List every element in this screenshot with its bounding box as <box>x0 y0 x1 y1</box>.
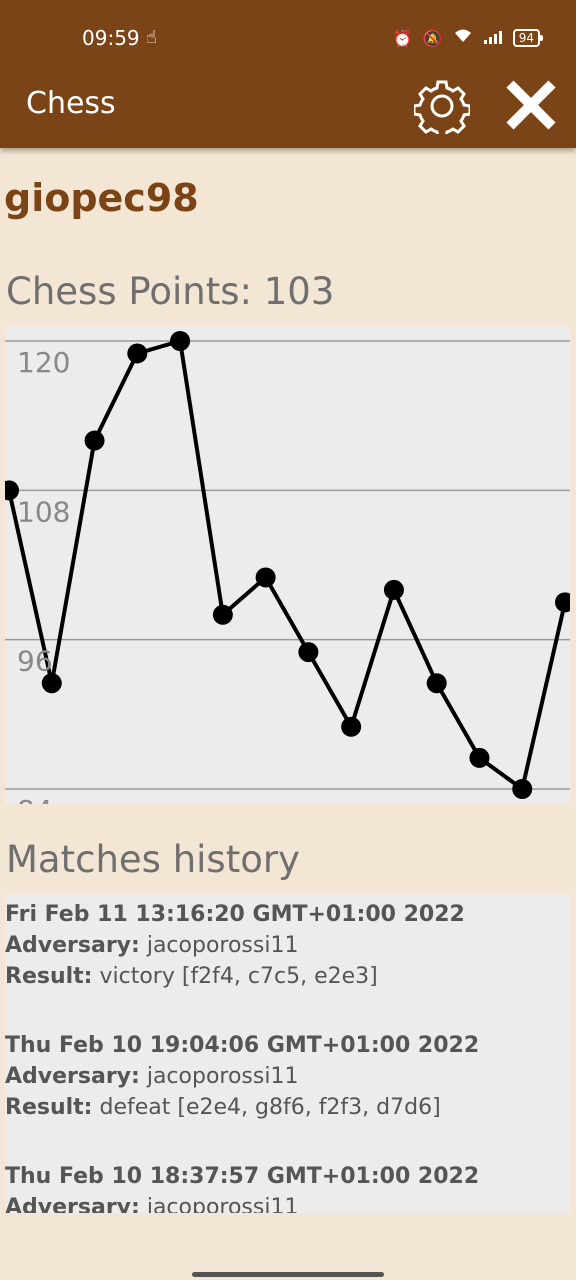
data-point <box>555 592 570 613</box>
mute-notifications-icon: 🔕 <box>422 28 443 48</box>
adversary-value: jacoporossi11 <box>146 1064 299 1089</box>
username: giopec98 <box>4 176 199 220</box>
alarm-icon: ⏰ <box>392 28 413 48</box>
y-tick-label: 96 <box>17 645 53 678</box>
y-tick-label: 84 <box>17 794 53 804</box>
adversary-value: jacoporossi11 <box>146 933 299 958</box>
wifi-icon <box>453 28 473 48</box>
status-time: 09:59 <box>82 26 140 50</box>
data-point <box>512 779 533 799</box>
adversary-label: Adversary: <box>5 1064 140 1089</box>
status-icons: ⏰ 🔕 94 <box>392 28 544 48</box>
y-tick-label: 120 <box>17 346 70 379</box>
app-title: Chess <box>26 86 116 121</box>
match-entry: Thu Feb 10 19:04:06 GMT+01:00 2022 Adver… <box>5 1024 570 1123</box>
app-bar: Chess <box>0 78 576 148</box>
matches-history-list[interactable]: Fri Feb 11 13:16:20 GMT+01:00 2022 Adver… <box>5 893 570 1213</box>
result-value: defeat [e2e4, g8f6, f2f3, d7d6] <box>99 1095 441 1120</box>
close-button[interactable] <box>504 78 558 132</box>
match-date: Thu Feb 10 18:37:57 GMT+01:00 2022 <box>5 1164 480 1189</box>
y-tick-label: 108 <box>17 495 70 528</box>
data-point <box>255 567 276 588</box>
battery-icon: 94 <box>512 29 544 47</box>
status-bar: 09:59 ☝ ⏰ 🔕 94 <box>0 0 576 78</box>
home-indicator[interactable] <box>192 1272 384 1277</box>
data-point <box>5 480 19 501</box>
close-icon <box>506 80 556 130</box>
points-chart: 120 108 96 84 <box>5 326 570 804</box>
match-entry: Thu Feb 10 18:37:57 GMT+01:00 2022 Adver… <box>5 1155 570 1213</box>
settings-button[interactable] <box>412 78 472 140</box>
chess-points-label: Chess Points: 103 <box>6 270 335 313</box>
result-label: Result: <box>5 1095 93 1120</box>
matches-history-title: Matches history <box>6 838 300 881</box>
data-point <box>41 673 62 694</box>
data-point <box>469 747 490 768</box>
data-point <box>341 716 362 737</box>
data-point <box>170 331 191 351</box>
gear-icon <box>412 80 472 140</box>
adversary-value: jacoporossi11 <box>146 1195 299 1213</box>
touch-icon: ☝ <box>146 27 157 48</box>
match-entry: Fri Feb 11 13:16:20 GMT+01:00 2022 Adver… <box>5 893 570 992</box>
data-point <box>212 604 233 625</box>
data-point <box>84 430 105 451</box>
signal-icon <box>483 29 503 48</box>
adversary-label: Adversary: <box>5 933 140 958</box>
points-series-line <box>7 339 567 791</box>
data-point <box>426 673 447 694</box>
result-value: victory [f2f4, c7c5, e2e3] <box>99 964 378 989</box>
adversary-label: Adversary: <box>5 1195 140 1213</box>
match-date: Fri Feb 11 13:16:20 GMT+01:00 2022 <box>5 902 465 927</box>
result-label: Result: <box>5 964 93 989</box>
match-date: Thu Feb 10 19:04:06 GMT+01:00 2022 <box>5 1033 480 1058</box>
points-chart-svg: 120 108 96 84 <box>5 331 570 804</box>
data-point <box>298 642 319 663</box>
data-point <box>127 343 148 364</box>
data-point <box>383 579 404 600</box>
